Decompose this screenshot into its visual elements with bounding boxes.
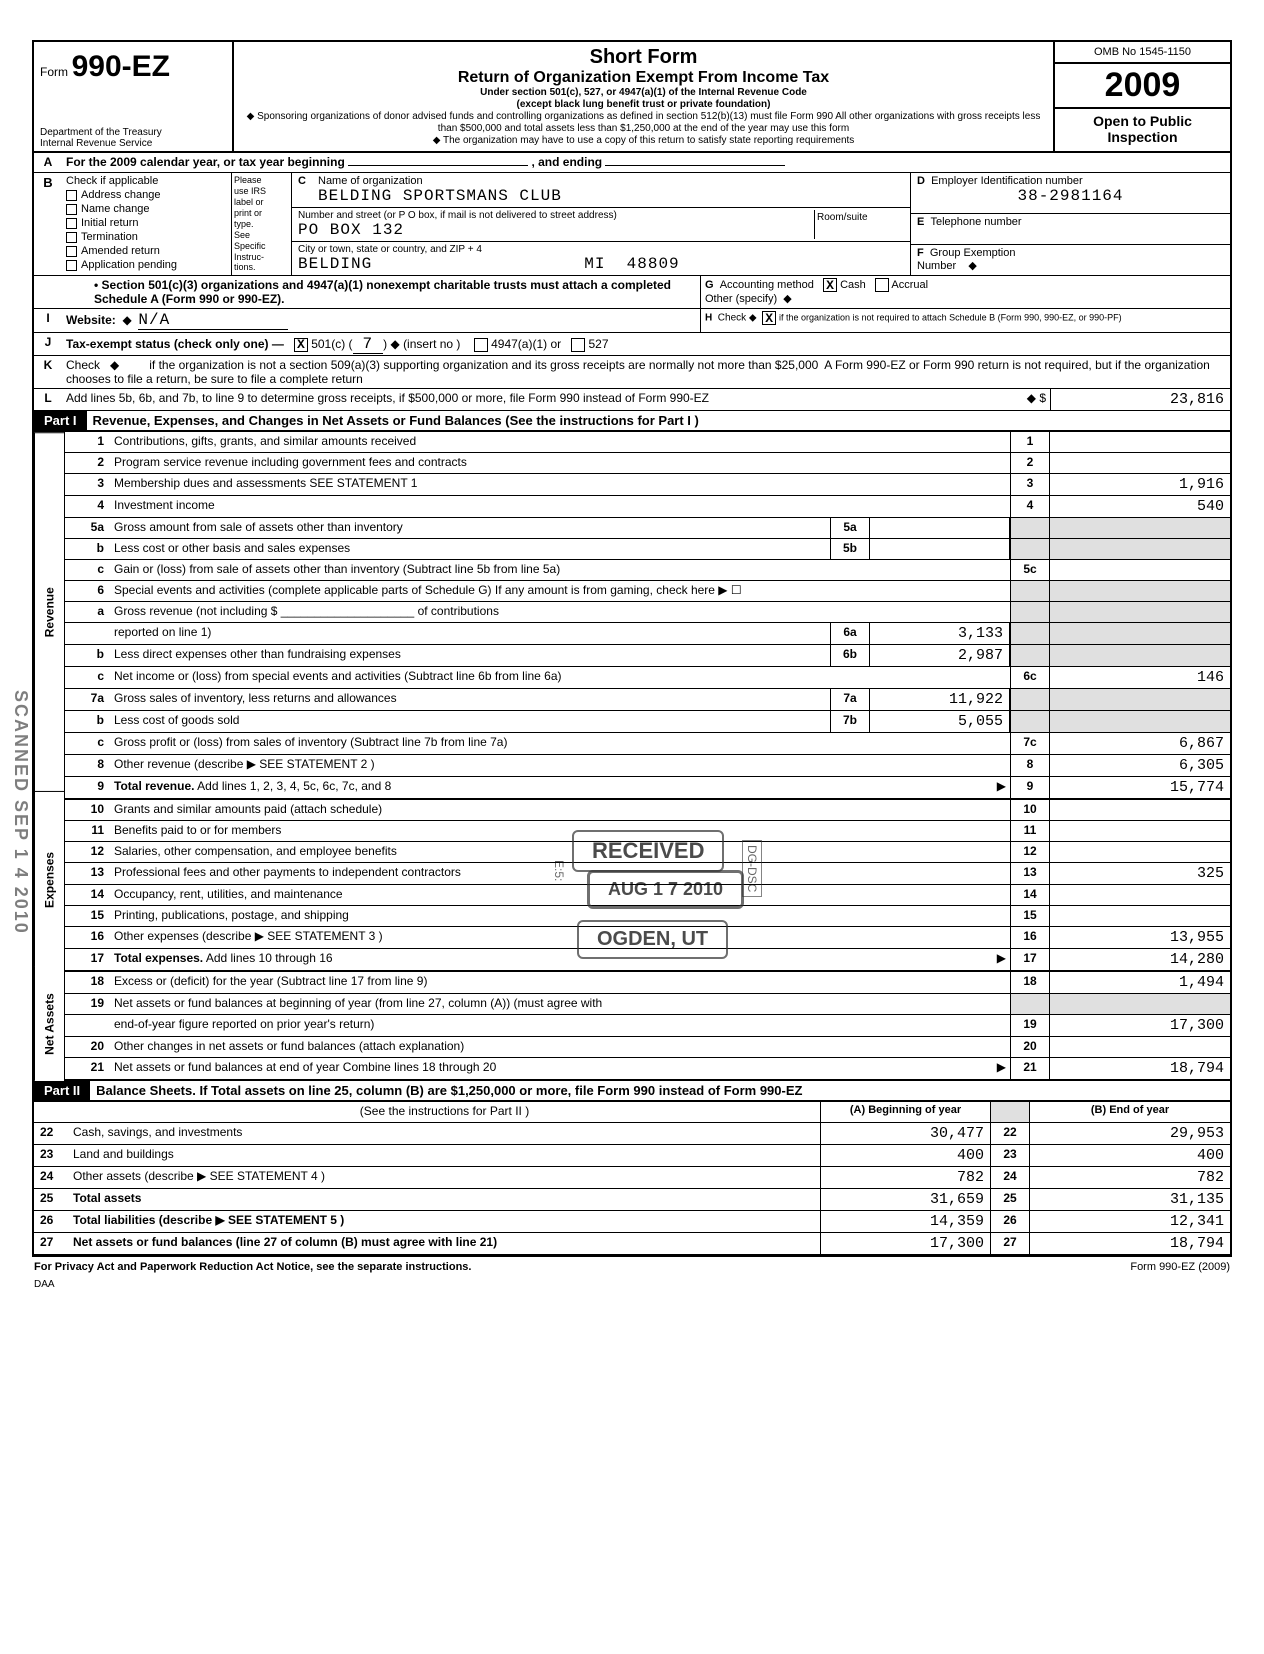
part-1-header: Part I Revenue, Expenses, and Changes in… (32, 411, 1232, 432)
line-20: 20Other changes in net assets or fund ba… (64, 1037, 1232, 1058)
line-6c: cNet income or (loss) from special event… (64, 667, 1232, 689)
dsc-stamp: DG-DSC (742, 840, 762, 897)
bs-line-23: 23Land and buildings40023400 (32, 1145, 1232, 1167)
part-2-header: Part II Balance Sheets. If Total assets … (32, 1081, 1232, 1102)
section-501c3-row: • Section 501(c)(3) organizations and 49… (32, 276, 1232, 309)
cash-checkbox[interactable]: X (823, 278, 837, 292)
daa: DAA (32, 1277, 1232, 1292)
tax-status-row: J Tax-exempt status (check only one) — X… (32, 333, 1232, 356)
line-5c: cGain or (loss) from sale of assets othe… (64, 560, 1232, 581)
line-8: 8Other revenue (describe ▶ SEE STATEMENT… (64, 755, 1232, 777)
accrual-checkbox[interactable] (875, 278, 889, 292)
city-state-zip: BELDING MI 48809 (298, 255, 904, 273)
line-1: 1Contributions, gifts, grants, and simil… (64, 432, 1232, 453)
name-change-checkbox[interactable] (66, 204, 77, 215)
line-9: 9Total revenue. Add lines 1, 2, 3, 4, 5c… (64, 777, 1232, 800)
line-a: A For the 2009 calendar year, or tax yea… (32, 153, 1232, 173)
scanned-stamp: SCANNED SEP 1 4 2010 (10, 690, 31, 935)
line-k: K Check ◆ if the organization is not a s… (32, 356, 1232, 389)
line-l: L Add lines 5b, 6b, and 7b, to line 9 to… (32, 389, 1232, 411)
bs-line-26: 26Total liabilities (describe ▶ SEE STAT… (32, 1211, 1232, 1233)
line-5a: 5aGross amount from sale of assets other… (64, 518, 1232, 539)
received-stamp: RECEIVED (572, 830, 724, 872)
form-number: 990-EZ (72, 50, 170, 83)
line-a: aGross revenue (not including $ ________… (64, 602, 1232, 623)
ein-label: Employer Identification number (931, 175, 1083, 187)
line-5b: bLess cost or other basis and sales expe… (64, 539, 1232, 560)
street-address: PO BOX 132 (298, 221, 814, 239)
tax-year: 2009 (1055, 64, 1230, 109)
line-19: 19Net assets or fund balances at beginni… (64, 994, 1232, 1015)
open-public: Open to Public Inspection (1055, 109, 1230, 149)
irs-instructions: Pleaseuse IRSlabel or print ortype.See S… (232, 173, 292, 275)
gross-receipts: 23,816 (1050, 389, 1230, 410)
check-applicable: Check if applicable Address change Name … (62, 173, 232, 275)
sched-b-checkbox[interactable]: X (762, 311, 776, 325)
bs-header-row: (See the instructions for Part II ) (A) … (32, 1102, 1232, 1123)
footer: For Privacy Act and Paperwork Reduction … (32, 1255, 1232, 1277)
line-7a: 7aGross sales of inventory, less returns… (64, 689, 1232, 711)
ogden-stamp: OGDEN, UT (577, 920, 728, 959)
501c-checkbox[interactable]: X (294, 338, 308, 352)
date-stamp: AUG 1 7 2010 (587, 870, 744, 909)
under-section: Under section 501(c), 527, or 4947(a)(1)… (244, 87, 1043, 111)
bs-line-22: 22Cash, savings, and investments30,47722… (32, 1123, 1232, 1145)
copy-note: ◆ The organization may have to use a cop… (244, 135, 1043, 147)
name-label: Name of organization (318, 175, 904, 187)
line-7b: bLess cost of goods sold7b5,055 (64, 711, 1232, 733)
527-checkbox[interactable] (571, 338, 585, 352)
line-19: end-of-year figure reported on prior yea… (64, 1015, 1232, 1037)
section-labels: Revenue Expenses Net Assets (34, 432, 64, 1081)
org-info-block: B Check if applicable Address change Nam… (32, 173, 1232, 276)
org-name: BELDING SPORTSMANS CLUB (318, 187, 904, 205)
application-pending-checkbox[interactable] (66, 260, 77, 271)
phone-label: Telephone number (930, 216, 1021, 228)
line-6a: reported on line 1)6a3,133 (64, 623, 1232, 645)
form-prefix: Form (40, 65, 68, 79)
line-4: 4Investment income4540 (64, 496, 1232, 518)
4947-checkbox[interactable] (474, 338, 488, 352)
line-6b: bLess direct expenses other than fundrai… (64, 645, 1232, 667)
ein-value: 38-2981164 (917, 187, 1224, 205)
termination-checkbox[interactable] (66, 232, 77, 243)
website-value: N/A (138, 311, 288, 330)
line-3: 3Membership dues and assessments SEE STA… (64, 474, 1232, 496)
bs-line-24: 24Other assets (describe ▶ SEE STATEMENT… (32, 1167, 1232, 1189)
bs-line-27: 27Net assets or fund balances (line 27 o… (32, 1233, 1232, 1255)
line-21: 21Net assets or fund balances at end of … (64, 1058, 1232, 1081)
title-main: Short Form (244, 46, 1043, 69)
initial-return-checkbox[interactable] (66, 218, 77, 229)
line-10: 10Grants and similar amounts paid (attac… (64, 800, 1232, 821)
line-18: 18Excess or (deficit) for the year (Subt… (64, 972, 1232, 994)
group-exemption-label: Group Exemption (930, 247, 1016, 259)
amended-return-checkbox[interactable] (66, 246, 77, 257)
bs-line-25: 25Total assets31,6592531,135 (32, 1189, 1232, 1211)
form-header: Form 990-EZ Department of the Treasury I… (32, 40, 1232, 153)
room-suite: Room/suite (814, 210, 904, 239)
dept-label: Department of the Treasury Internal Reve… (40, 127, 226, 149)
line-6: 6Special events and activities (complete… (64, 581, 1232, 602)
omb-number: OMB No 1545-1150 (1055, 42, 1230, 64)
street-label: Number and street (or P O box, if mail i… (298, 210, 814, 221)
sponsor-note: ◆ Sponsoring organizations of donor advi… (244, 111, 1043, 135)
address-change-checkbox[interactable] (66, 190, 77, 201)
city-label: City or town, state or country, and ZIP … (298, 244, 904, 255)
title-sub: Return of Organization Exempt From Incom… (244, 69, 1043, 87)
line-7c: cGross profit or (loss) from sales of in… (64, 733, 1232, 755)
side-code-stamp: E:5: (552, 860, 566, 881)
line-2: 2Program service revenue including gover… (64, 453, 1232, 474)
website-row: I Website: ◆ N/A H Check ◆ X if the orga… (32, 309, 1232, 333)
